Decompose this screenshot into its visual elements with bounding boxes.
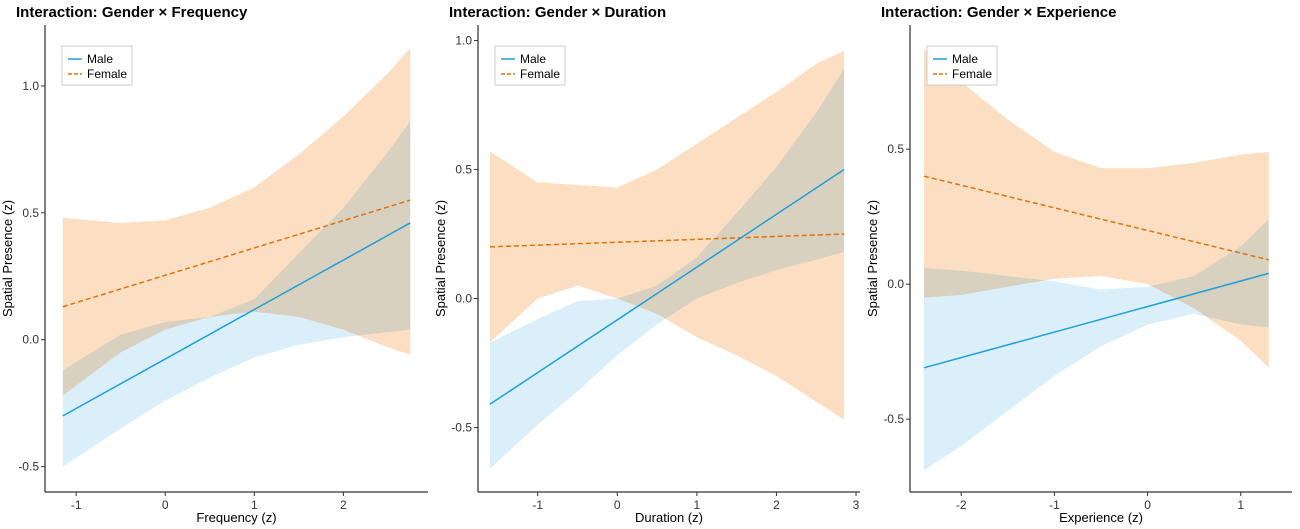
chart-2-y-axis-label: Spatial Presence (z) bbox=[433, 200, 448, 317]
chart-3-line-male bbox=[923, 272, 1269, 369]
chart-2-y-tick-label: 0.0 bbox=[455, 291, 472, 305]
chart-2-legend-label-male: Male bbox=[520, 52, 546, 66]
chart-2-band-male bbox=[489, 68, 845, 469]
chart-2-x-tick-label: 2 bbox=[773, 498, 780, 512]
chart-1-band-male bbox=[62, 121, 411, 467]
chart-3-panel: Interaction: Gender × Experience -2 -1 0 1 -0… bbox=[865, 4, 1292, 525]
chart-3-x-tick-label: 1 bbox=[1237, 498, 1244, 512]
chart-2-y-tick-label: -0.5 bbox=[451, 420, 472, 434]
chart-3-x-axis-label: Experience (z) bbox=[1059, 510, 1143, 525]
chart-3-line-female bbox=[923, 175, 1269, 261]
chart-3-x-tick-label: 0 bbox=[1144, 498, 1151, 512]
chart-2-panel: Interaction: Gender × Duration -1 0 1 2 3 -0.5… bbox=[433, 4, 860, 525]
chart-2-line-female bbox=[489, 233, 845, 248]
chart-3-legend-label-female: Female bbox=[952, 67, 992, 81]
chart-1-x-tick-label: 0 bbox=[162, 498, 169, 512]
chart-3-y-tick-label: 0.5 bbox=[887, 142, 904, 156]
chart-1-y-tick-label: 1.0 bbox=[22, 79, 39, 93]
chart-1-line-female bbox=[62, 199, 411, 308]
chart-1-x-tick-label: 2 bbox=[340, 498, 347, 512]
chart-3-legend-label-male: Male bbox=[952, 52, 978, 66]
chart-3-y-axis-label: Spatial Presence (z) bbox=[865, 200, 880, 317]
chart-1-y-axis-label: Spatial Presence (z) bbox=[0, 200, 15, 317]
chart-1-line-male bbox=[62, 222, 411, 417]
chart-2-x-axis-label: Duration (z) bbox=[635, 510, 703, 525]
chart-2-title: Interaction: Gender × Duration bbox=[449, 4, 666, 21]
chart-2-x-tick-label: -1 bbox=[532, 498, 543, 512]
chart-3-x-tick-label: -2 bbox=[956, 498, 967, 512]
chart-1-legend-box bbox=[61, 45, 133, 86]
chart-2-x-tick-label: 3 bbox=[853, 498, 860, 512]
chart-1-legend-label-male: Male bbox=[87, 52, 113, 66]
chart-2-y-tick-label: 1.0 bbox=[455, 33, 472, 47]
chart-1-y-tick-label: 0.5 bbox=[22, 206, 39, 220]
chart-1-legend-label-female: Female bbox=[87, 67, 127, 81]
chart-3-y-tick-label: -0.5 bbox=[883, 412, 904, 426]
chart-2-legend-label-female: Female bbox=[520, 67, 560, 81]
chart-2-x-tick-label: 1 bbox=[694, 498, 701, 512]
chart-2-band-female bbox=[489, 50, 845, 420]
chart-2-y-tick-label: 0.5 bbox=[455, 162, 472, 176]
chart-1-title: Interaction: Gender × Frequency bbox=[16, 4, 248, 21]
chart-2-x-tick-label: 0 bbox=[614, 498, 621, 512]
chart-3-title: Interaction: Gender × Experience bbox=[881, 4, 1117, 21]
chart-1-x-tick-label: 1 bbox=[251, 498, 258, 512]
chart-1-y-tick-label: -0.5 bbox=[18, 460, 39, 474]
chart-3-legend-box bbox=[926, 45, 998, 86]
chart-3-x-tick-label: -1 bbox=[1049, 498, 1060, 512]
chart-1-x-axis-label: Frequency (z) bbox=[196, 510, 276, 525]
chart-3-band-male bbox=[924, 219, 1269, 471]
chart-2-line-male bbox=[489, 168, 845, 405]
chart-1-y-tick-label: 0.0 bbox=[22, 333, 39, 347]
chart-1-x-tick-label: -1 bbox=[71, 498, 82, 512]
chart-2-legend-box bbox=[494, 45, 566, 86]
chart-1-panel: Interaction: Gender × Frequency -1 0 1 2 -0.5… bbox=[0, 4, 428, 525]
chart-3-y-tick-label: 0.0 bbox=[887, 277, 904, 291]
